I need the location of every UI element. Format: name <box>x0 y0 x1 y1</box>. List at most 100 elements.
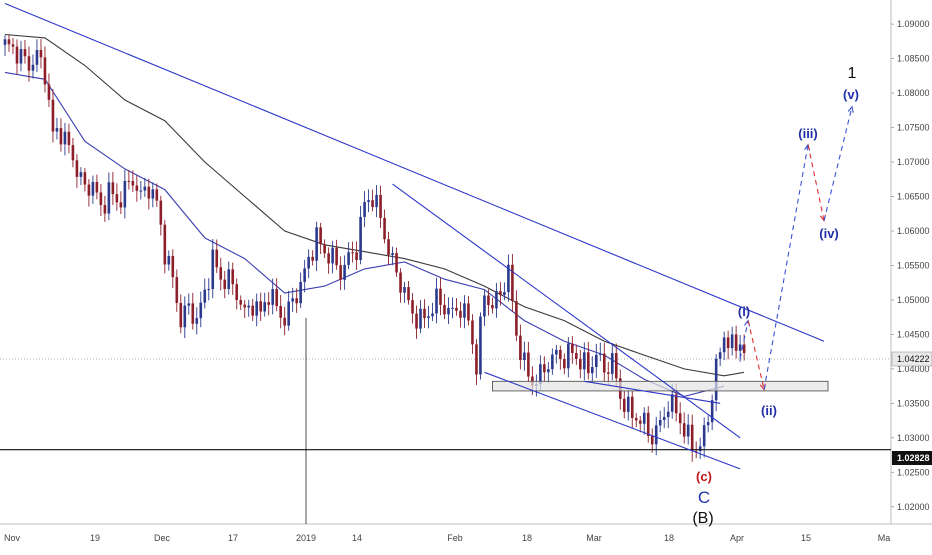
current-price-badge-box <box>891 351 932 367</box>
candle-body <box>503 292 506 295</box>
candle-body <box>215 249 219 268</box>
projection-leg-v <box>823 106 853 221</box>
candle-body <box>187 303 191 306</box>
candle-body <box>139 190 143 192</box>
candle-body <box>495 291 498 309</box>
x-tick-label: 15 <box>801 533 811 543</box>
candle-body <box>682 423 686 437</box>
candle-body <box>626 396 630 412</box>
candle-body <box>383 217 386 240</box>
candle-body <box>742 344 746 354</box>
candle-body <box>235 284 239 301</box>
wave-label-c-small: (c) <box>696 469 712 484</box>
x-tick-label: Nov <box>4 533 21 543</box>
candle-body <box>255 301 259 316</box>
candle-body <box>163 224 167 265</box>
candle-body <box>275 289 278 307</box>
candle-body <box>327 253 330 264</box>
projection-leg-v-arrow <box>847 105 854 113</box>
candle-body <box>666 411 670 418</box>
candle-body <box>91 182 95 196</box>
candle-body <box>415 313 418 329</box>
candle-body <box>247 305 251 308</box>
candle-body <box>31 64 35 71</box>
candle-body <box>543 364 546 373</box>
candle-body <box>159 200 163 225</box>
candle-body <box>363 202 366 217</box>
x-tick-label: Ma <box>878 533 891 543</box>
candle-body <box>295 298 298 304</box>
candle-body <box>299 281 302 304</box>
candle-body <box>471 320 474 345</box>
wave-label-iii: (iii) <box>798 126 818 141</box>
candle-body <box>702 425 706 447</box>
candle-body <box>351 252 354 254</box>
x-tick-label: 18 <box>664 533 674 543</box>
candle-body <box>654 425 658 445</box>
candle-body <box>7 39 11 45</box>
candle-body <box>646 412 650 437</box>
candle-body <box>391 253 394 255</box>
time-axis: Nov 19 Dec 17 2019 14 Feb 18 Mar 18 Apr 15 Ma <box>4 533 890 543</box>
candle-body <box>583 352 586 370</box>
moving-average-slow <box>4 33 745 377</box>
wave-label-i: (i) <box>738 304 750 319</box>
wave-labels: (i) (ii) (iii) (iv) (v) 1 (c) C (B) <box>692 65 859 527</box>
candle-body <box>283 317 286 326</box>
candle-body <box>738 344 742 351</box>
candle-body <box>291 298 294 302</box>
candle-body <box>555 349 558 355</box>
level-price-text: 1.02828 <box>897 453 930 463</box>
candle-body <box>135 185 139 191</box>
level-price-badge-box <box>892 451 932 465</box>
y-tick-label: 1.09000 <box>897 19 930 29</box>
candle-body <box>463 303 466 318</box>
candle-body <box>507 264 510 293</box>
candle-body <box>726 337 730 349</box>
candle-body <box>239 300 243 305</box>
candle-body <box>547 369 550 373</box>
candle-body <box>47 84 51 100</box>
candle-body <box>523 352 526 361</box>
candle-body <box>107 182 111 214</box>
candle-body <box>467 303 470 321</box>
x-tick-label: Feb <box>447 533 463 543</box>
candle-body <box>199 302 203 319</box>
candle-body <box>443 304 446 315</box>
trendlines <box>0 2 891 470</box>
candle-body <box>375 194 378 208</box>
candle-body <box>411 300 414 314</box>
candle-body <box>638 420 642 424</box>
y-tick-label: 1.04000 <box>897 364 930 374</box>
candle-body <box>227 269 231 290</box>
candle-body <box>123 180 127 208</box>
candle-body <box>367 200 370 203</box>
candle-body <box>287 301 290 326</box>
candle-body <box>307 256 310 269</box>
candle-body <box>323 244 326 254</box>
candle-body <box>179 302 183 328</box>
candle-body <box>203 289 207 303</box>
candle-body <box>487 295 490 306</box>
level-price-badge: 1.02828 <box>892 451 932 465</box>
projection-leg-iv <box>807 144 825 221</box>
candle-body <box>483 295 486 317</box>
candle-body <box>103 205 107 214</box>
wave-projection <box>739 105 854 391</box>
candle-body <box>279 306 282 318</box>
candle-body <box>271 289 274 305</box>
candle-body <box>515 301 518 336</box>
candle-body <box>143 186 147 191</box>
candle-body <box>59 128 63 145</box>
y-tick-label: 1.03500 <box>897 398 930 408</box>
candle-body <box>423 308 426 319</box>
candle-body <box>155 189 159 201</box>
x-tick-label: Apr <box>730 533 744 543</box>
price-axis: 1.09000 1.08500 1.08000 1.07500 1.07000 1.065… <box>891 19 930 512</box>
y-tick-label: 1.05500 <box>897 260 930 270</box>
y-tick-label: 1.06500 <box>897 192 930 202</box>
candle-body <box>311 256 314 261</box>
candle-body <box>407 287 410 301</box>
